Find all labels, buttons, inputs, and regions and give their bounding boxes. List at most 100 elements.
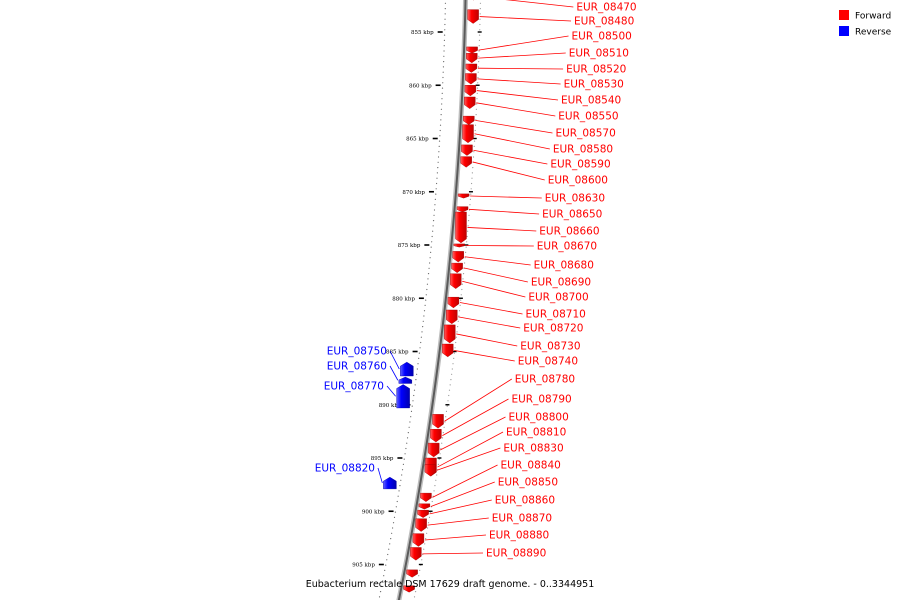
scale-dot-outer (416, 373, 418, 375)
gene-arrow-eur_08500 (466, 46, 478, 54)
scale-dot-outer (442, 76, 444, 79)
scale-dot-outer (444, 13, 446, 15)
scale-dot-inner (476, 87, 479, 89)
legend-label-forward: Forward (855, 12, 891, 22)
scale-dot-outer (431, 235, 433, 238)
scale-dot-outer (395, 506, 397, 508)
scale-dot-outer (440, 108, 443, 110)
scale-dot-outer (428, 267, 430, 269)
gene-leader-eur_08780 (444, 378, 513, 422)
scale-dot-outer (415, 379, 417, 381)
gene-arrow-eur_08690 (451, 262, 463, 273)
scale-dot-inner (451, 373, 453, 375)
gene-features (383, 0, 479, 593)
scale-dot-inner (474, 124, 477, 126)
scale-dot-outer (390, 538, 392, 540)
gene-leader-eur_08570 (475, 120, 553, 134)
scale-dot-inner (478, 61, 480, 63)
scale-dot-outer (426, 283, 429, 285)
scale-dot-outer (414, 384, 416, 386)
scale-dot-outer (417, 363, 419, 365)
gene-leader-eur_08740 (454, 350, 515, 362)
scale-dot-inner (464, 262, 466, 264)
scale-dot-outer (443, 34, 446, 36)
gene-leader-eur_08810 (437, 431, 504, 468)
scale-dot-inner (448, 394, 450, 397)
gene-leader-eur_08680 (464, 256, 531, 266)
gene-arrow-eur_08840 (420, 492, 432, 502)
scale-dot-outer (424, 304, 426, 306)
scale-dot-outer (389, 543, 391, 545)
gene-arrow-eur_08480 (467, 9, 479, 24)
scale-dot-inner (471, 177, 473, 179)
scale-dot-inner (446, 405, 448, 407)
gene-arrow-eur_08510 (466, 53, 478, 64)
scale-dot-inner (438, 458, 440, 460)
scale-dot-outer (396, 500, 398, 503)
gene-arrow-eur_08600 (460, 156, 472, 168)
scale-dot-inner (479, 18, 481, 20)
scale-dot-inner (434, 485, 436, 487)
scale-tick-label: 865 kbp (406, 137, 429, 143)
gene-label-eur_08850: EUR_08850 (498, 477, 558, 489)
scale-tick-label: 895 kbp (371, 456, 394, 462)
gene-leader-eur_08890 (422, 552, 484, 555)
scale-dot-inner (469, 204, 471, 206)
gene-label-eur_08700: EUR_08700 (528, 292, 588, 304)
scale-dot-inner (475, 114, 477, 116)
gene-label-eur_08830: EUR_08830 (503, 443, 563, 455)
scale-dot-outer (394, 511, 397, 513)
scale-dot-outer (397, 495, 399, 497)
scale-dot-outer (439, 135, 441, 137)
gene-label-eur_08480: EUR_08480 (574, 16, 634, 28)
scale-dot-outer (437, 156, 440, 158)
scale-dot-inner (460, 299, 462, 301)
scale-dot-outer (421, 331, 423, 333)
scale-dot-inner (466, 235, 468, 238)
scale-dot-outer (405, 447, 407, 450)
scale-dot-outer (441, 87, 444, 89)
gene-leader-eur_08770 (386, 385, 396, 397)
scale-dot-inner (468, 214, 470, 216)
scale-dot-inner (465, 251, 467, 253)
scale-dot-inner (413, 596, 416, 598)
scale-dot-outer (378, 596, 381, 598)
scale-dot-outer (441, 103, 443, 105)
scale-dot-inner (473, 145, 475, 147)
scale-dot-inner (427, 522, 430, 524)
scale-dot-inner (470, 188, 472, 190)
gene-leader-eur_08470 (505, 0, 574, 8)
scale-dot-inner (472, 167, 474, 169)
scale-dot-outer (429, 257, 431, 259)
gene-arrow-eur_08580 (462, 124, 474, 144)
scale-dot-outer (443, 39, 446, 42)
scale-dot-outer (444, 29, 446, 31)
scale-dot-inner (459, 304, 461, 306)
scale-dot-inner (447, 400, 449, 402)
gene-label-eur_08710: EUR_08710 (526, 309, 586, 321)
scale-dot-inner (455, 341, 457, 344)
scale-dot-outer (432, 220, 435, 222)
gene-leader-eur_08710 (459, 302, 523, 315)
scale-dot-outer (436, 172, 438, 174)
scale-dot-inner (474, 135, 476, 137)
scale-dot-inner (458, 315, 460, 317)
gene-leader-eur_08820 (377, 467, 383, 484)
scale-dot-inner (479, 29, 481, 31)
scale-dot-outer (393, 516, 396, 519)
gene-labels: EUR_08470 EUR_08480 EUR_08500 EUR_08510 EUR_… (315, 0, 637, 560)
scale-dot-inner (414, 591, 417, 593)
gene-leader-eur_08860 (429, 499, 492, 515)
gene-arrow-eur_08630 (457, 193, 470, 199)
scale-dot-outer (412, 400, 414, 402)
gene-label-eur_08680: EUR_08680 (534, 260, 594, 272)
scale-dot-inner (465, 246, 467, 248)
scale-dot-inner (426, 527, 429, 529)
gene-label-eur_08630: EUR_08630 (545, 193, 605, 205)
scale-dot-inner (441, 442, 443, 444)
scale-dot-inner (478, 34, 481, 36)
gene-label-eur_08860: EUR_08860 (495, 495, 555, 507)
scale-dot-inner (475, 108, 478, 110)
scale-dot-inner (472, 156, 475, 158)
gene-arrow-unlabeled-2 (403, 585, 415, 593)
